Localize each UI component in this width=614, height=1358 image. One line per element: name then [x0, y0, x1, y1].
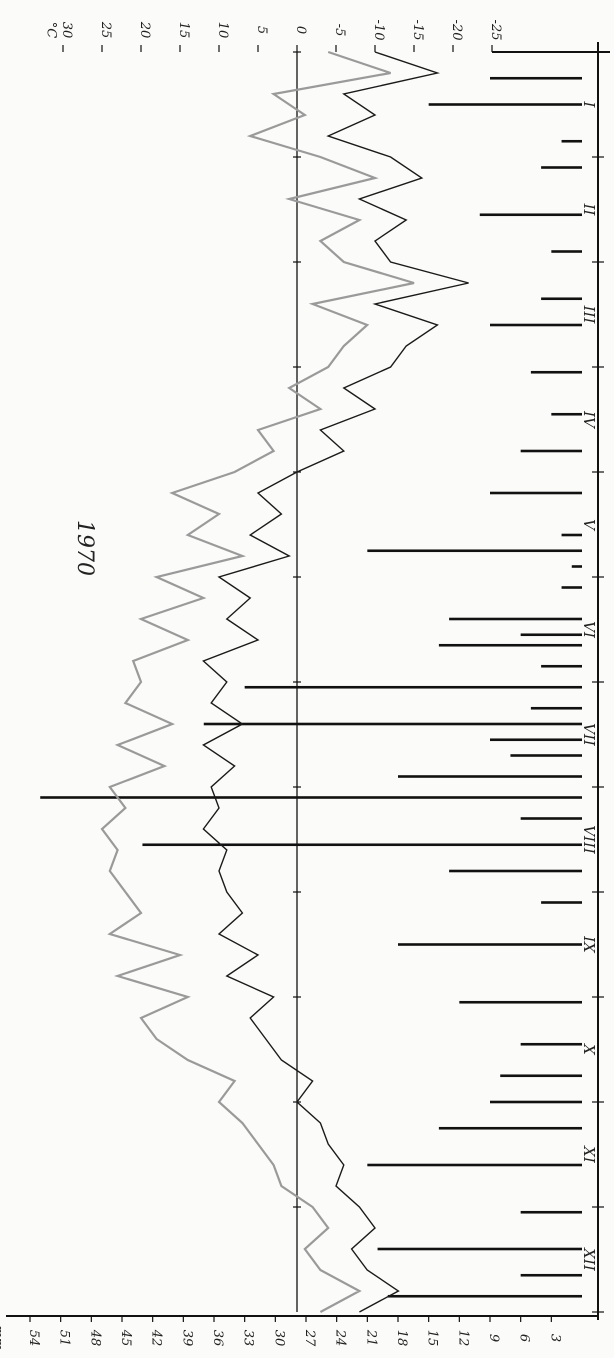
precip-tick-label: 33 — [241, 1330, 256, 1347]
precip-tick-label: 15 — [425, 1330, 440, 1347]
precip-tick-label: 48 — [87, 1329, 102, 1347]
precip-tick-label: 30 — [271, 1330, 286, 1347]
precip-tick-label: 36 — [210, 1330, 225, 1347]
month-label: VI — [580, 621, 598, 639]
precip-bar — [520, 449, 582, 453]
precip-tick-label: 39 — [179, 1330, 194, 1347]
precip-tick-label: 18 — [394, 1330, 409, 1347]
precip-tick-label: 6 — [517, 1334, 532, 1342]
precip-bar — [551, 412, 582, 416]
precip-bar — [520, 1210, 582, 1214]
temp-tick-label: -20 — [449, 20, 464, 41]
temp-unit-label: °C — [43, 22, 58, 39]
precip-bar — [490, 323, 582, 327]
precip-bar — [541, 166, 582, 169]
precip-bar — [367, 549, 582, 553]
precip-bar — [387, 1294, 582, 1298]
axis-labels-group: IIIIIIIVVVIVIIVIIIIXXXIXII-25-20-15-10-5… — [0, 20, 598, 1351]
precip-bar — [561, 139, 582, 143]
precip-tick-label: 51 — [57, 1330, 72, 1347]
precip-bar — [449, 617, 582, 621]
month-label: XI — [580, 1145, 598, 1164]
temp-tick-label: -10 — [371, 20, 386, 41]
temp-tick-label: 5 — [254, 26, 269, 34]
month-label: IX — [580, 935, 598, 954]
temp-tick-label: -5 — [332, 24, 347, 37]
precip-bar — [438, 1126, 582, 1130]
precip-bar — [520, 1273, 582, 1277]
precip-bar — [551, 250, 582, 253]
month-label: VIII — [580, 825, 598, 855]
precip-bar — [428, 103, 582, 106]
temp-tick-label: 15 — [176, 22, 191, 39]
precip-tick-label: 45 — [118, 1329, 133, 1347]
temperature-lines-group — [100, 50, 469, 1313]
precip-bar — [367, 1163, 582, 1167]
precip-bar — [490, 491, 582, 495]
precip-bar — [377, 1247, 582, 1251]
precip-bars-group — [40, 76, 582, 1298]
month-label: II — [580, 203, 598, 217]
month-label: VII — [580, 723, 598, 747]
precip-bar — [438, 643, 582, 647]
precip-bar — [459, 1000, 582, 1004]
precip-tick-label: 24 — [333, 1329, 348, 1347]
precip-bar — [530, 706, 582, 710]
precip-bar — [561, 586, 582, 589]
temp-tick-label: 25 — [98, 21, 113, 39]
precip-bar — [500, 1074, 582, 1078]
month-label: X — [580, 1043, 598, 1056]
precip-bar — [571, 565, 582, 568]
precip-bar — [520, 1042, 582, 1046]
precip-bar — [449, 869, 582, 873]
temp-tick-label: 30 — [59, 22, 74, 39]
precip-bar — [520, 633, 582, 637]
precip-bar — [541, 664, 582, 668]
precip-tick-label: 21 — [363, 1329, 378, 1347]
month-label: V — [580, 519, 598, 532]
temp-tick-label: -15 — [410, 20, 425, 41]
tmin-line — [202, 51, 469, 1313]
precip-tick-label: 12 — [455, 1330, 470, 1347]
precip-bar — [541, 901, 582, 904]
temp-tick-label: 10 — [215, 22, 230, 39]
precip-bar — [541, 297, 582, 301]
month-label: XII — [580, 1247, 598, 1272]
axes-group — [6, 42, 610, 1322]
precip-bar — [398, 943, 582, 946]
chart-title: 1970 — [72, 520, 97, 576]
precip-bar — [244, 685, 582, 689]
precip-bar — [490, 1100, 582, 1104]
month-label: III — [580, 305, 598, 325]
precip-bar — [530, 370, 582, 374]
precip-bar — [142, 843, 582, 847]
precip-unit-label: mm — [0, 1326, 5, 1351]
precip-bar — [398, 775, 582, 778]
temp-tick-label: 20 — [137, 21, 152, 39]
precip-tick-label: 3 — [547, 1334, 562, 1342]
temp-tick-label: -25 — [488, 20, 503, 41]
precip-bar — [490, 738, 582, 742]
precip-bar — [490, 76, 582, 80]
precip-tick-label: 42 — [149, 1329, 164, 1347]
precip-bar — [520, 817, 582, 820]
precip-bar — [561, 533, 582, 537]
precip-tick-label: 54 — [26, 1330, 41, 1347]
month-label: IV — [580, 410, 598, 430]
precip-tick-label: 27 — [302, 1329, 317, 1347]
temp-tick-label: 0 — [293, 26, 308, 34]
month-label: I — [580, 101, 598, 109]
precip-bar — [203, 722, 582, 726]
precip-bar — [479, 213, 582, 217]
tmax-line — [100, 50, 415, 1313]
precip-tick-label: 9 — [486, 1334, 501, 1342]
precip-bar — [510, 754, 582, 757]
precip-bar — [40, 796, 582, 799]
